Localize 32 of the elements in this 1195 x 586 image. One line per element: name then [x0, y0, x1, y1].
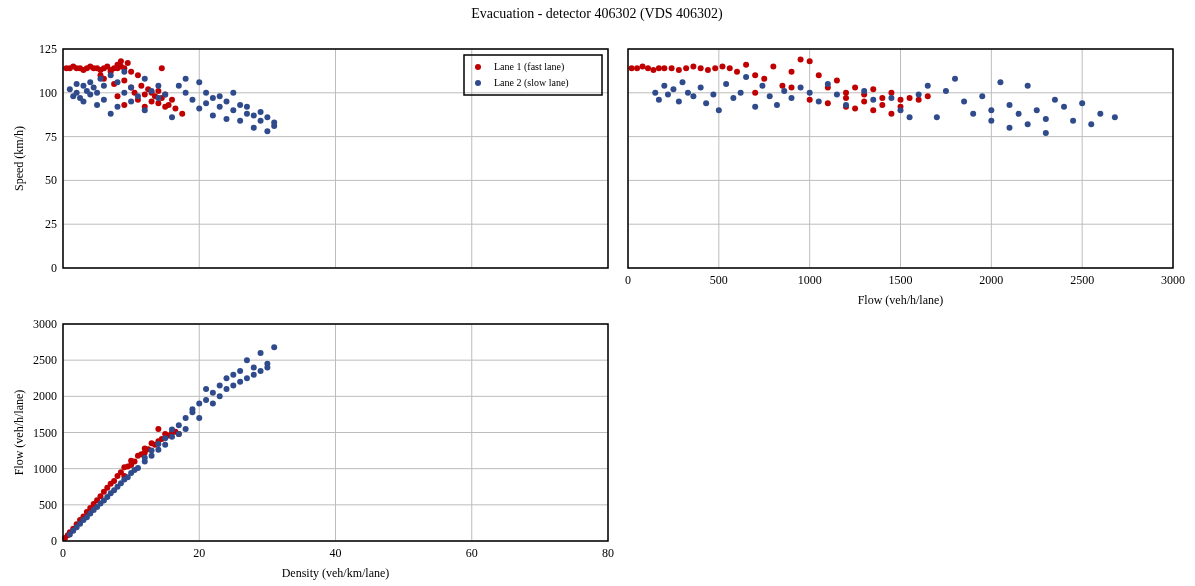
y-tick-label: 1000 — [33, 461, 57, 476]
x-tick-label: 0 — [60, 546, 66, 560]
y-axis-title: Flow (veh/h/lane) — [12, 389, 26, 476]
y-axis-title: Speed (km/h) — [12, 126, 26, 191]
y-tick-label: 500 — [39, 497, 57, 512]
x-tick-label: 80 — [602, 546, 614, 560]
x-tick-label: 500 — [709, 273, 728, 287]
x-tick-label: 0 — [625, 273, 631, 287]
x-tick-label: 2000 — [979, 273, 1004, 287]
chart-title: Evacuation - detector 406302 (VDS 406302) — [471, 6, 724, 22]
y-tick-label: 125 — [39, 42, 57, 56]
x-tick-label: 3000 — [1161, 273, 1185, 287]
y-tick-label: 75 — [45, 129, 57, 144]
y-tick-label: 100 — [39, 85, 57, 100]
y-tick-label: 1500 — [33, 425, 57, 440]
x-axis-title: Density (veh/km/lane) — [281, 566, 390, 580]
legend-label: Lane 2 (slow lane) — [494, 77, 569, 89]
x-tick-label: 40 — [329, 546, 342, 560]
legend-label: Lane 1 (fast lane) — [494, 61, 565, 73]
y-tick-label: 25 — [45, 217, 57, 232]
y-tick-label: 2000 — [33, 389, 57, 404]
x-tick-label: 1000 — [797, 273, 822, 287]
y-tick-label: 0 — [51, 534, 57, 548]
x-axis-title: Flow (veh/h/lane) — [857, 293, 944, 307]
y-tick-label: 0 — [51, 261, 57, 275]
y-tick-label: 2500 — [33, 353, 57, 368]
y-tick-label: 50 — [45, 173, 57, 188]
y-tick-label: 3000 — [33, 317, 57, 331]
x-tick-label: 60 — [465, 546, 478, 560]
x-tick-label: 1500 — [888, 273, 913, 287]
x-tick-label: 2500 — [1070, 273, 1095, 287]
x-tick-label: 20 — [193, 546, 206, 560]
